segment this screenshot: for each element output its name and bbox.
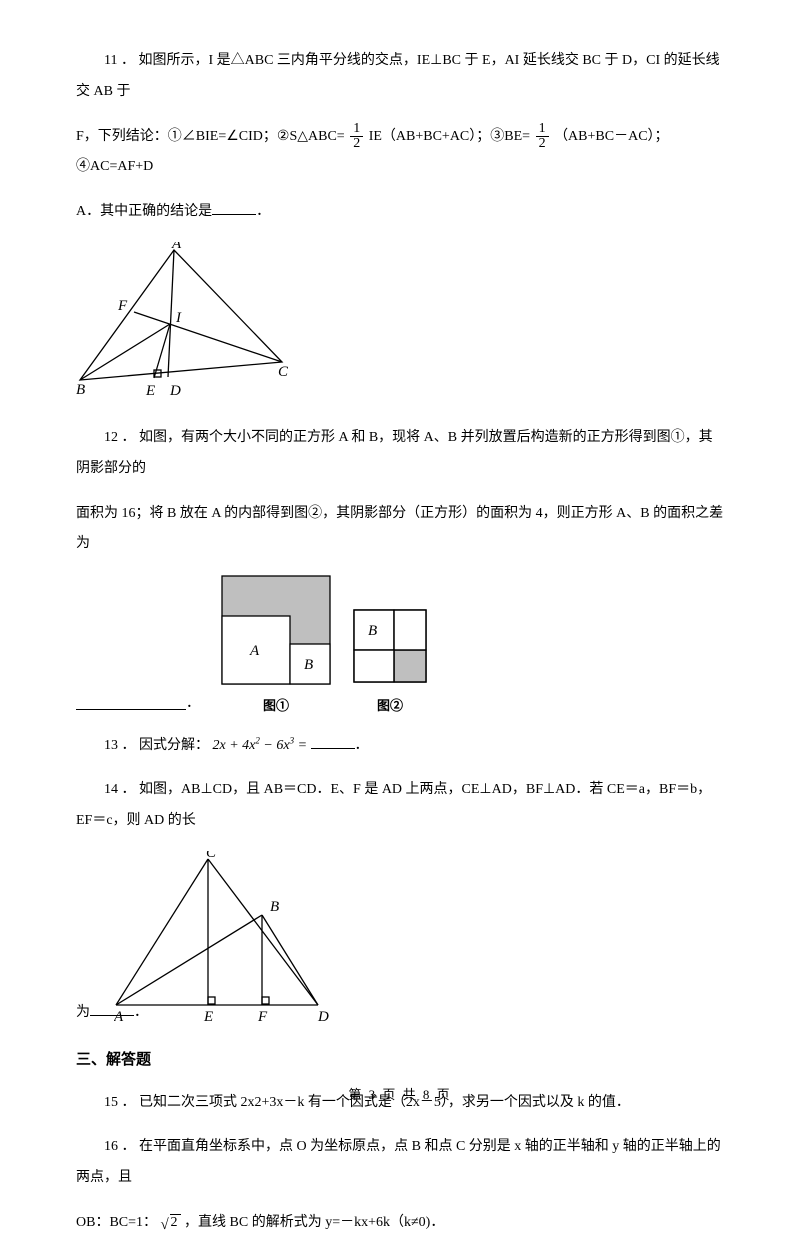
q12-row: ． AB 图① B 图② — [76, 574, 724, 716]
q14-row: 为． ABCDEF — [76, 851, 344, 1023]
q12-line1: 12 ． 如图，有两个大小不同的正方形 A 和 B，现将 A、B 并列放置后构造… — [76, 423, 724, 485]
svg-text:C: C — [278, 364, 288, 380]
svg-text:A: A — [171, 242, 182, 252]
svg-text:D: D — [317, 1009, 329, 1023]
svg-text:B: B — [304, 657, 313, 673]
q13: 13 ． 因式分解： 2x + 4x2 − 6x3 = ． — [76, 731, 724, 762]
q11-frac2: 12 — [536, 122, 549, 151]
q12-fig2-block: B 图② — [352, 596, 428, 716]
q12-fig2-label: 图② — [352, 696, 428, 716]
q16-line2: OB：BC=1： 2 ，直线 BC 的解析式为 y=－kx+6k（k≠0)． — [76, 1208, 724, 1239]
svg-text:F: F — [257, 1009, 268, 1023]
svg-text:B: B — [368, 623, 377, 639]
q11-svg: A B C I ED F — [76, 242, 288, 400]
svg-text:E: E — [203, 1009, 213, 1023]
q11-line2a: F，下列结论：①∠BIE=∠CID；②S△ABC= — [76, 129, 345, 144]
q12-fig2-svg: B — [352, 596, 428, 686]
q11-blank — [212, 201, 256, 215]
q16-line1: 16 ． 在平面直角坐标系中，点 O 为坐标原点，点 B 和点 C 分别是 x … — [76, 1132, 724, 1194]
q11-line2b: IE（AB+BC+AC）；③BE= — [369, 129, 530, 144]
q13-blank — [311, 735, 355, 749]
svg-text:I: I — [175, 310, 182, 326]
q12-fig1-block: AB 图① — [220, 574, 332, 716]
svg-text:D: D — [169, 383, 181, 399]
page-footer: 第 3 页 共 8 页 — [0, 1085, 800, 1105]
q11-frac1: 12 — [350, 122, 363, 151]
svg-text:B: B — [270, 899, 279, 915]
q11-line2: F，下列结论：①∠BIE=∠CID；②S△ABC= 12 IE（AB+BC+AC… — [76, 122, 724, 184]
svg-text:B: B — [76, 382, 85, 398]
section3-head: 三、解答题 — [76, 1049, 724, 1072]
q12-fig1-svg: AB — [220, 574, 332, 686]
q11-line3: A．其中正确的结论是． — [76, 197, 724, 228]
svg-text:C: C — [206, 851, 217, 861]
q16-sqrt: 2 — [161, 1208, 181, 1239]
svg-text:F: F — [117, 298, 128, 314]
q11-line1: 11 ． 如图所示，I 是△ABC 三内角平分线的交点，IE⊥BC 于 E，AI… — [76, 46, 724, 108]
svg-text:E: E — [145, 383, 155, 399]
q12-blank — [76, 696, 186, 710]
svg-text:A: A — [114, 1009, 124, 1023]
q12-line2: 面积为 16；将 B 放在 A 的内部得到图②，其阴影部分（正方形）的面积为 4… — [76, 499, 724, 561]
q14-line1: 14 ． 如图，AB⊥CD，且 AB＝CD．E、F 是 AD 上两点，CE⊥AD… — [76, 775, 724, 837]
svg-text:A: A — [249, 643, 260, 659]
q14-svg: A B C D E F — [114, 851, 344, 1023]
q13-expr: 2x + 4x2 − 6x3 = — [213, 738, 308, 753]
q11-figure: A B C I ED F — [76, 242, 724, 407]
q12-fig1-label: 图① — [220, 696, 332, 716]
q14-line2pre: 为 — [76, 1005, 90, 1020]
